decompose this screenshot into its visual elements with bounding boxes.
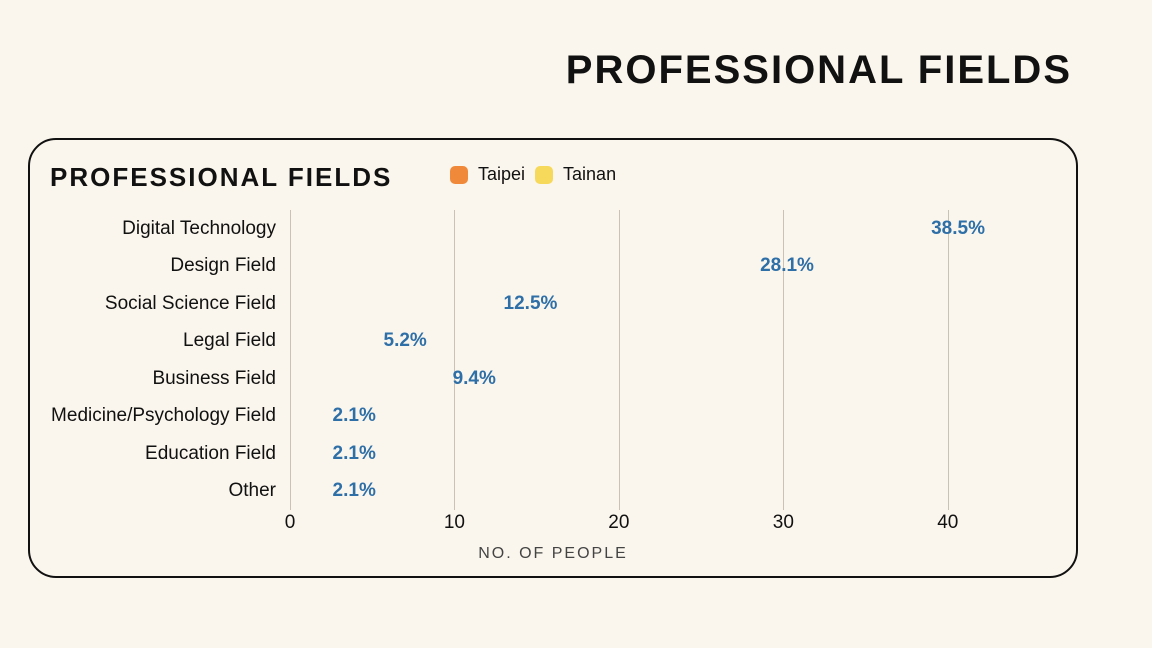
category-label: Business Field xyxy=(36,368,276,390)
value-label: 9.4% xyxy=(453,368,496,390)
legend-label-taipei: Taipei xyxy=(478,164,525,185)
chart-card: PROFESSIONAL FIELDS Taipei Tainan 38.5% 2… xyxy=(28,138,1078,578)
value-label: 12.5% xyxy=(504,293,558,315)
gridline xyxy=(619,210,620,510)
x-tick: 20 xyxy=(608,512,629,534)
value-label: 2.1% xyxy=(333,480,376,502)
plot-area: 38.5% 28.1% 12.5% 5.2% 9.4% 2.1% 2.1% 2.1% xyxy=(290,210,1030,510)
gridline xyxy=(948,210,949,510)
legend-swatch-tainan xyxy=(535,166,553,184)
category-label: Design Field xyxy=(36,255,276,277)
value-label: 38.5% xyxy=(931,218,985,240)
category-label: Digital Technology xyxy=(36,218,276,240)
page-title: PROFESSIONAL FIELDS xyxy=(566,48,1072,93)
legend-swatch-taipei xyxy=(450,166,468,184)
category-label: Social Science Field xyxy=(36,293,276,315)
x-tick: 0 xyxy=(285,512,296,534)
gridline xyxy=(290,210,291,510)
gridline xyxy=(454,210,455,510)
category-label: Medicine/Psychology Field xyxy=(36,405,276,427)
legend: Taipei Tainan xyxy=(450,164,616,185)
x-tick: 10 xyxy=(444,512,465,534)
value-label: 28.1% xyxy=(760,255,814,277)
x-axis-title: NO. OF PEOPLE xyxy=(30,545,1076,563)
value-label: 5.2% xyxy=(384,330,427,352)
x-tick: 30 xyxy=(773,512,794,534)
category-label: Legal Field xyxy=(36,330,276,352)
legend-label-tainan: Tainan xyxy=(563,164,616,185)
value-label: 2.1% xyxy=(333,443,376,465)
value-label: 2.1% xyxy=(333,405,376,427)
category-label: Education Field xyxy=(36,443,276,465)
x-tick: 40 xyxy=(937,512,958,534)
category-label: Other xyxy=(36,480,276,502)
chart-title: PROFESSIONAL FIELDS xyxy=(50,162,392,193)
